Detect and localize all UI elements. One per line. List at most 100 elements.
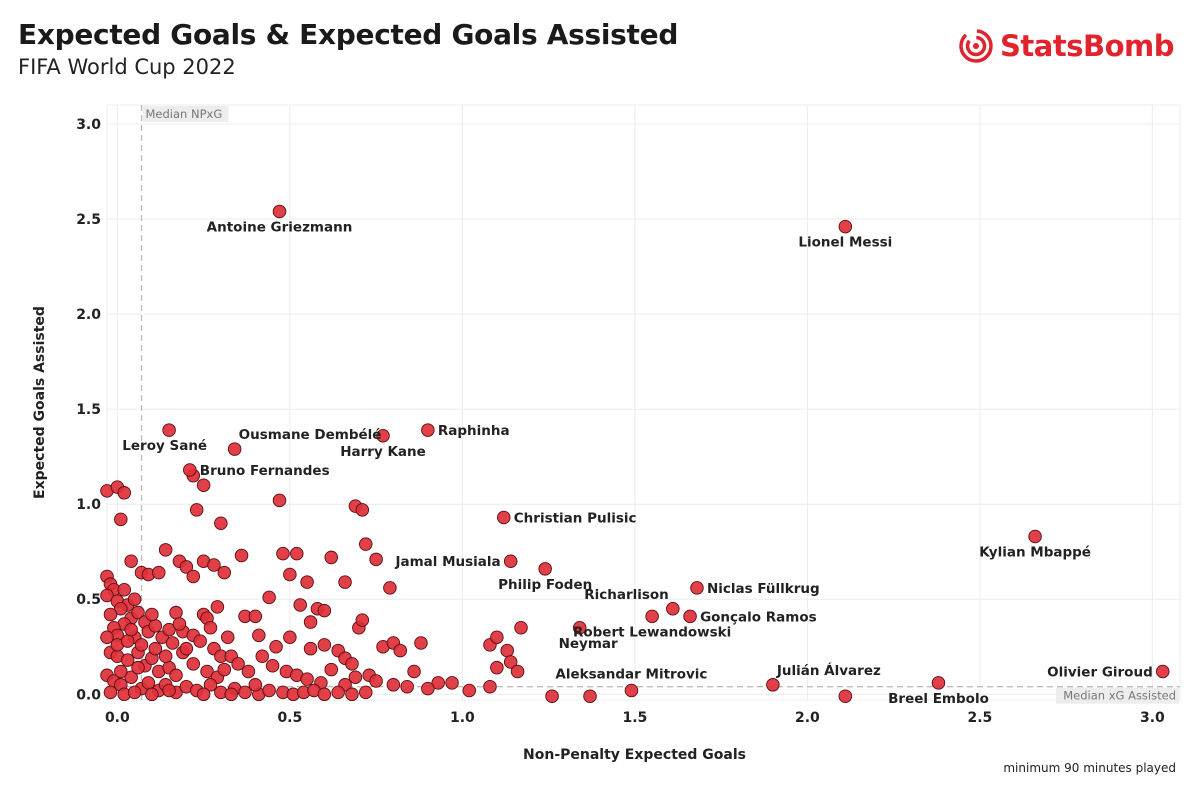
scatter-point (234, 548, 249, 563)
scatter-point (179, 560, 194, 574)
scatter-point (231, 657, 245, 671)
point-label: Jamal Musiala (394, 554, 500, 570)
grid-layer (106, 104, 1181, 701)
scatter-point (317, 687, 332, 702)
scatter-point (124, 554, 138, 568)
scatter-point (500, 643, 514, 658)
scatter-point (262, 590, 276, 605)
scatter-point (369, 552, 383, 567)
scatter-point (514, 621, 528, 635)
scatter-point (224, 687, 238, 702)
median-xa-label-bg (1056, 687, 1179, 704)
point-label: Leroy Sané (122, 438, 207, 454)
scatter-point-labeled (421, 423, 435, 437)
point-label: Ousmane Dembélé (239, 427, 382, 443)
y-tick-label: 2.5 (76, 212, 101, 228)
scatter-point (359, 537, 373, 551)
scatter-point (324, 662, 339, 677)
scatter-point (162, 622, 176, 637)
scatter-point (162, 683, 176, 698)
scatter-point (300, 672, 314, 686)
scatter-point (490, 660, 504, 675)
scatter-point (124, 670, 138, 684)
scatter-point-labeled (1155, 664, 1170, 679)
scatter-point-labeled (931, 676, 946, 690)
scatter-point (369, 674, 383, 688)
scatter-point (345, 687, 359, 702)
x-tick-label: 2.0 (795, 710, 820, 726)
scatter-point (120, 634, 135, 648)
scatter-point (252, 628, 266, 643)
scatter-point-labeled (503, 554, 518, 568)
scatter-point (124, 622, 138, 637)
scatter-point (400, 679, 414, 694)
scatter-point (127, 592, 142, 606)
scatter-point (407, 664, 421, 679)
x-tick-label: 1.5 (622, 710, 647, 726)
point-label: Christian Pulisic (514, 511, 637, 527)
scatter-point-labeled (497, 510, 511, 525)
scatter-point (186, 569, 201, 584)
scatter-point (317, 603, 332, 618)
y-tick-label: 0.5 (76, 592, 101, 608)
scatter-point (152, 565, 166, 580)
scatter-point (303, 641, 318, 656)
x-axis-label: Non-Penalty Expected Goals (523, 747, 746, 763)
scatter-point (179, 641, 194, 656)
scatter-point (290, 546, 304, 561)
point-label: Neymar (559, 636, 618, 652)
scatter-point (203, 621, 218, 635)
scatter-point (214, 516, 228, 530)
scatter-point (359, 685, 373, 700)
scatter-point (462, 683, 477, 698)
scatter-point (393, 643, 408, 658)
scatter-point (103, 685, 118, 700)
scatter-point (217, 662, 232, 677)
scatter-point-labeled (1028, 529, 1042, 544)
scatter-point (348, 670, 363, 684)
scatter-point (269, 640, 283, 654)
point-label: Richarlison (584, 587, 669, 603)
median-xa-label: Median xG Assisted (1063, 689, 1176, 703)
scatter-point-labeled (162, 423, 176, 437)
scatter-point (503, 655, 518, 669)
point-label: Kylian Mbappé (979, 545, 1091, 561)
scatter-point (158, 543, 173, 557)
scatter-point (431, 676, 445, 690)
scatter-point (203, 678, 218, 692)
scatter-point (114, 512, 128, 527)
scatter-point (165, 636, 180, 650)
scatter-point (193, 634, 207, 648)
point-label: Bruno Fernandes (200, 463, 330, 479)
scatter-point (283, 567, 297, 582)
y-tick-label: 0.0 (76, 687, 101, 703)
scatter-point (303, 615, 318, 629)
scatter-point (445, 676, 459, 690)
scatter-point (131, 660, 145, 675)
scatter-point-labeled (183, 463, 197, 477)
x-tick-label: 1.0 (450, 710, 475, 726)
scatter-point (248, 678, 263, 692)
scatter-point-labeled (538, 562, 552, 576)
statsbomb-target-icon (959, 29, 993, 63)
scatter-point-labeled (624, 683, 639, 698)
point-labels-layer: Antoine Griezmann Lionel Messi Leroy Sané O… (122, 219, 1152, 706)
scatter-point (172, 617, 187, 631)
y-tick-label: 1.0 (76, 497, 101, 513)
median-npxg-label-bg (142, 106, 229, 122)
scatter-point (545, 689, 559, 703)
x-tick-label: 3.0 (1140, 710, 1165, 726)
scatter-point (300, 575, 314, 589)
scatter-point (117, 582, 132, 597)
y-tick-label: 2.0 (76, 307, 101, 323)
scatter-point (200, 664, 214, 679)
tick-labels-layer: 0.0 0.5 1.0 1.5 2.0 2.5 3.0 0.0 0.5 1.0 1.5 2.0 2.5 3… (76, 117, 1165, 726)
scatter-point-labeled (645, 609, 659, 624)
scatter-point-labeled (227, 442, 242, 456)
scatter-point (207, 558, 221, 572)
scatter-point (276, 546, 290, 561)
scatter-point (262, 683, 276, 698)
points-layer (100, 204, 1170, 703)
scatter-point (148, 619, 163, 633)
